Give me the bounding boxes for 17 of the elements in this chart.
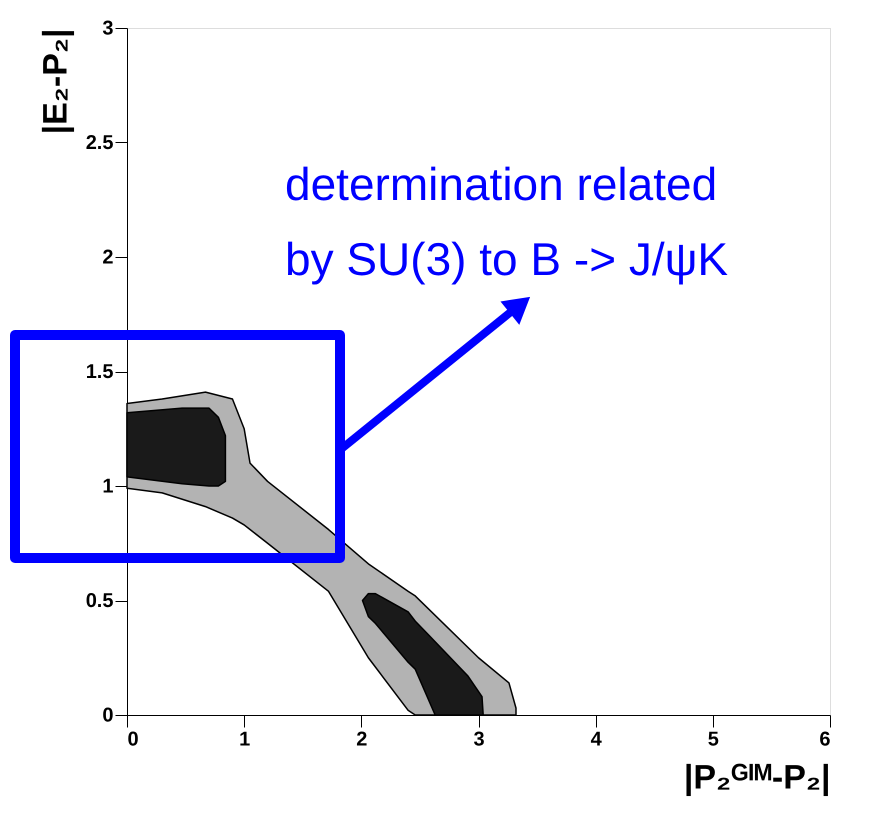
y-tick-label: 0.5 bbox=[86, 590, 114, 612]
x-tick-label: 0 bbox=[128, 728, 139, 750]
x-tick-label: 6 bbox=[819, 728, 830, 750]
y-tick-label: 2 bbox=[102, 246, 114, 268]
y-tick-label: 3 bbox=[102, 18, 114, 40]
x-tick-label: 5 bbox=[708, 728, 719, 750]
y-axis-title: |E₂-P₂| bbox=[36, 28, 75, 134]
x-tick-label: 1 bbox=[239, 728, 250, 750]
x-tick-label: 4 bbox=[590, 728, 603, 750]
y-tick-label: 1 bbox=[102, 476, 114, 498]
x-axis-title: |P₂ᴳᴵᴹ-P₂| bbox=[684, 758, 830, 796]
y-tick-label: 2.5 bbox=[86, 132, 114, 154]
x-tick-label: 2 bbox=[356, 728, 368, 750]
y-tick-label: 0 bbox=[102, 704, 114, 726]
x-tick-label: 3 bbox=[473, 728, 485, 750]
y-tick-label: 1.5 bbox=[86, 361, 114, 383]
annotation: determination related by SU(3) to B -> J/ψK bbox=[285, 158, 728, 285]
